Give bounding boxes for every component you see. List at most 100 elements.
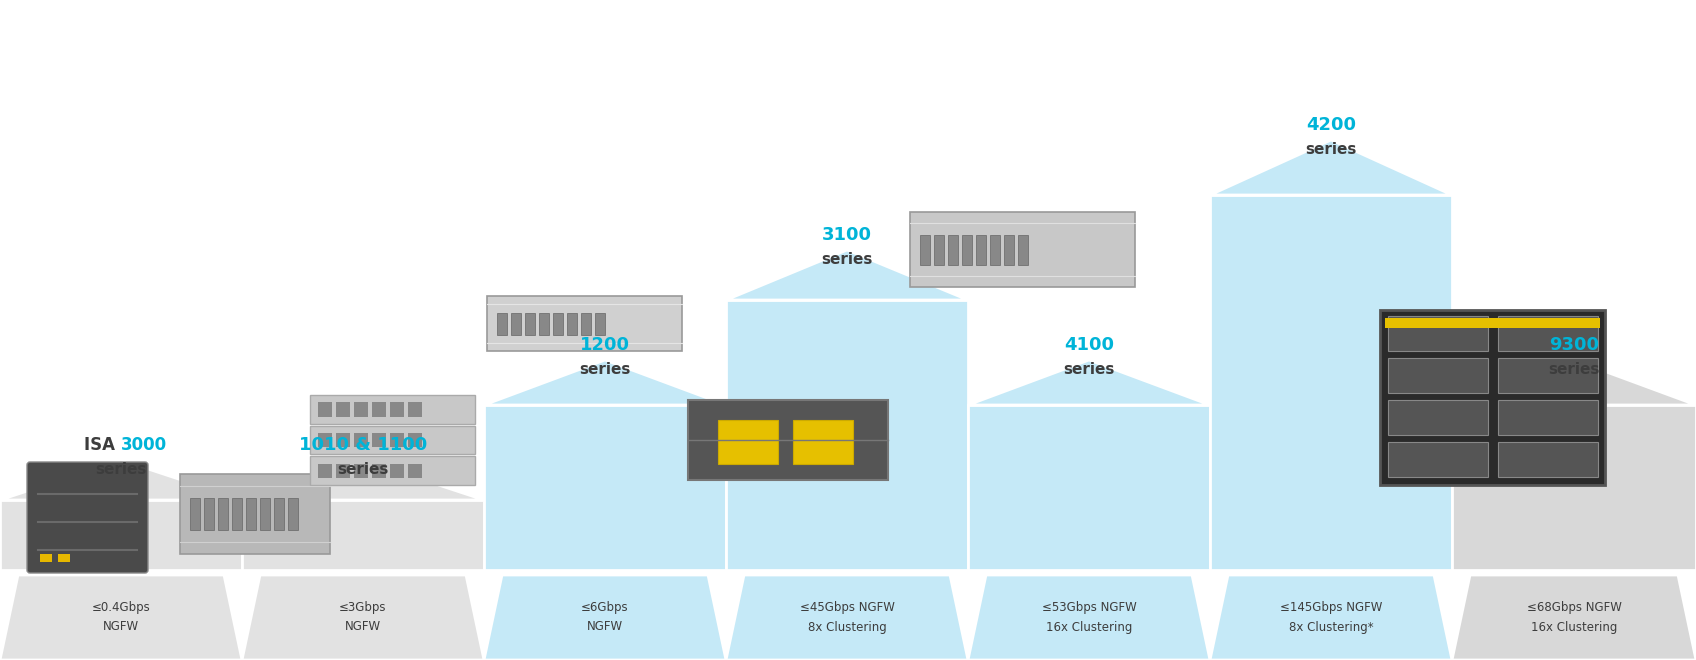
- Bar: [526, 312, 534, 335]
- Bar: [919, 234, 929, 265]
- Text: ≤53Gbps NGFW
16x Clustering: ≤53Gbps NGFW 16x Clustering: [1041, 601, 1136, 634]
- Text: ≤6Gbps
NGFW: ≤6Gbps NGFW: [582, 601, 629, 634]
- Polygon shape: [726, 300, 968, 570]
- Text: ≤145Gbps NGFW
8x Clustering*: ≤145Gbps NGFW 8x Clustering*: [1280, 601, 1382, 634]
- Bar: [246, 498, 256, 530]
- Bar: [354, 433, 368, 447]
- Polygon shape: [0, 460, 243, 500]
- Bar: [510, 312, 521, 335]
- Bar: [962, 234, 972, 265]
- Bar: [409, 433, 422, 447]
- Bar: [0, 569, 1696, 575]
- Polygon shape: [483, 360, 726, 405]
- Text: 1010 & 1100: 1010 & 1100: [298, 436, 427, 454]
- Polygon shape: [726, 250, 968, 300]
- Bar: [336, 433, 349, 447]
- Bar: [41, 554, 53, 562]
- Bar: [1498, 358, 1598, 393]
- Text: 9300: 9300: [1548, 336, 1599, 354]
- Text: series: series: [1063, 362, 1114, 378]
- Bar: [1004, 234, 1014, 265]
- Bar: [497, 312, 507, 335]
- Text: series: series: [95, 463, 146, 477]
- Polygon shape: [968, 575, 1209, 660]
- Bar: [310, 395, 475, 424]
- Text: 4100: 4100: [1063, 336, 1114, 354]
- Bar: [310, 426, 475, 454]
- Text: series: series: [821, 253, 873, 267]
- Bar: [319, 433, 332, 447]
- Text: series: series: [580, 362, 631, 378]
- Bar: [794, 420, 853, 464]
- Bar: [371, 402, 387, 416]
- Bar: [354, 463, 368, 478]
- Bar: [390, 402, 404, 416]
- Polygon shape: [726, 575, 968, 660]
- Bar: [566, 312, 577, 335]
- Bar: [1387, 358, 1487, 393]
- Polygon shape: [483, 405, 726, 570]
- Polygon shape: [968, 405, 1209, 570]
- Bar: [1386, 318, 1599, 328]
- Text: ≤68Gbps NGFW
16x Clustering: ≤68Gbps NGFW 16x Clustering: [1526, 601, 1621, 634]
- Text: 1200: 1200: [580, 336, 629, 354]
- Bar: [1018, 234, 1028, 265]
- Bar: [911, 212, 1135, 287]
- Polygon shape: [243, 500, 483, 570]
- Polygon shape: [0, 575, 243, 660]
- Bar: [354, 402, 368, 416]
- Text: series: series: [338, 463, 388, 477]
- Polygon shape: [1209, 575, 1452, 660]
- Bar: [390, 463, 404, 478]
- Polygon shape: [0, 500, 243, 570]
- Bar: [58, 554, 70, 562]
- Bar: [1387, 442, 1487, 477]
- Bar: [180, 474, 331, 554]
- Text: series: series: [1306, 143, 1357, 158]
- Polygon shape: [1452, 360, 1696, 405]
- Bar: [948, 234, 958, 265]
- Bar: [717, 420, 778, 464]
- Polygon shape: [483, 575, 726, 660]
- Bar: [319, 463, 332, 478]
- Bar: [1498, 316, 1598, 351]
- Text: ISA: ISA: [85, 436, 120, 454]
- Text: ≤3Gbps
NGFW: ≤3Gbps NGFW: [339, 601, 387, 634]
- Bar: [409, 463, 422, 478]
- Text: 3100: 3100: [823, 226, 872, 244]
- Polygon shape: [1452, 405, 1696, 570]
- Bar: [310, 456, 475, 485]
- Polygon shape: [1452, 575, 1696, 660]
- Bar: [319, 402, 332, 416]
- Bar: [689, 400, 889, 480]
- Bar: [371, 433, 387, 447]
- Bar: [990, 234, 1001, 265]
- Bar: [336, 402, 349, 416]
- Text: 4200: 4200: [1306, 116, 1357, 134]
- Bar: [190, 498, 200, 530]
- Text: ≤45Gbps NGFW
8x Clustering: ≤45Gbps NGFW 8x Clustering: [799, 601, 894, 634]
- Bar: [1498, 400, 1598, 435]
- Bar: [1387, 400, 1487, 435]
- Bar: [371, 463, 387, 478]
- Bar: [288, 498, 298, 530]
- Bar: [1381, 310, 1604, 485]
- Text: series: series: [1548, 362, 1599, 378]
- Bar: [582, 312, 590, 335]
- Bar: [934, 234, 945, 265]
- Bar: [259, 498, 270, 530]
- Bar: [487, 296, 682, 351]
- FancyBboxPatch shape: [27, 462, 148, 573]
- Polygon shape: [243, 460, 483, 500]
- Bar: [204, 498, 214, 530]
- Bar: [390, 433, 404, 447]
- Bar: [219, 498, 227, 530]
- Bar: [409, 402, 422, 416]
- Bar: [553, 312, 563, 335]
- Bar: [336, 463, 349, 478]
- Bar: [975, 234, 985, 265]
- Text: 3000: 3000: [120, 436, 168, 454]
- Bar: [539, 312, 550, 335]
- Text: ≤0.4Gbps
NGFW: ≤0.4Gbps NGFW: [92, 601, 151, 634]
- Polygon shape: [1209, 195, 1452, 570]
